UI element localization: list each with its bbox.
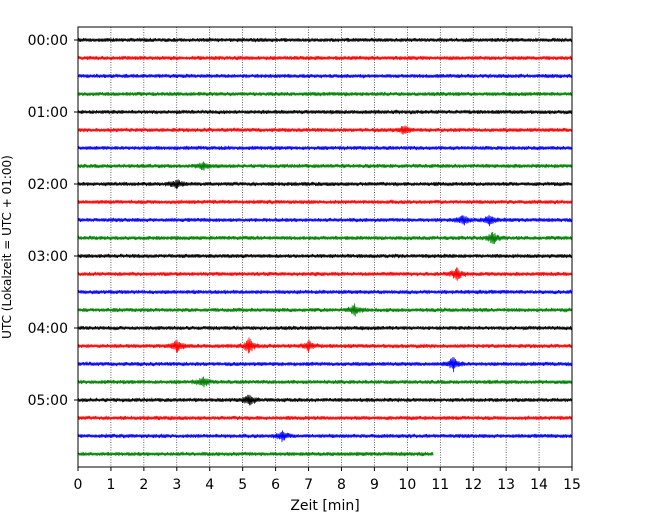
seismic-trace bbox=[77, 125, 573, 135]
x-tick-label: 12 bbox=[464, 477, 482, 493]
seismic-trace bbox=[77, 161, 573, 171]
seismic-trace bbox=[77, 325, 573, 331]
seismic-trace bbox=[77, 376, 573, 388]
y-tick-label: 04:00 bbox=[28, 321, 68, 337]
x-tick-label: 0 bbox=[74, 477, 83, 493]
seismic-trace bbox=[77, 145, 573, 151]
x-ticks: 0 1 2 3 4 5 6 7 8 9 10 11 12 13 14 15 bbox=[74, 467, 581, 493]
y-tick-label: 01:00 bbox=[28, 105, 68, 121]
y-tick-label: 02:00 bbox=[28, 177, 68, 193]
seismic-trace bbox=[77, 357, 573, 373]
seismic-trace bbox=[77, 37, 573, 43]
seismic-trace bbox=[77, 55, 573, 61]
x-tick-label: 11 bbox=[431, 477, 449, 493]
seismic-trace bbox=[77, 430, 573, 443]
x-tick-label: 6 bbox=[271, 477, 280, 493]
x-tick-label: 14 bbox=[530, 477, 548, 493]
seismic-trace bbox=[77, 289, 573, 295]
plot-frame bbox=[77, 26, 573, 468]
seismic-trace bbox=[77, 337, 573, 354]
seismic-trace bbox=[77, 179, 573, 189]
x-tick-label: 8 bbox=[337, 477, 346, 493]
grid bbox=[110, 27, 540, 467]
x-tick-label: 1 bbox=[106, 477, 115, 493]
seismic-trace bbox=[77, 91, 573, 97]
x-tick-label: 9 bbox=[370, 477, 379, 493]
y-tick-label: 00:00 bbox=[28, 33, 68, 49]
y-ticks: 00:00 01:00 02:00 03:00 04:00 05:00 bbox=[28, 33, 78, 409]
x-tick-label: 2 bbox=[139, 477, 148, 493]
seismic-trace bbox=[77, 231, 573, 245]
x-tick-label: 4 bbox=[205, 477, 214, 493]
y-tick-label: 03:00 bbox=[28, 249, 68, 265]
seismic-trace bbox=[77, 303, 573, 317]
seismic-trace bbox=[77, 199, 573, 205]
seismic-trace bbox=[77, 267, 573, 281]
x-axis-label: Zeit [min] bbox=[290, 498, 359, 514]
seismic-trace bbox=[77, 109, 573, 115]
x-tick-label: 13 bbox=[497, 477, 515, 493]
x-tick-label: 10 bbox=[398, 477, 416, 493]
traces bbox=[77, 37, 573, 457]
seismic-trace bbox=[77, 73, 573, 79]
seismic-trace bbox=[77, 394, 573, 406]
x-tick-label: 7 bbox=[304, 477, 313, 493]
x-tick-label: 3 bbox=[172, 477, 181, 493]
seismic-trace bbox=[77, 253, 573, 259]
seismic-trace bbox=[77, 451, 434, 457]
y-axis-label: UTC (Lokalzeit = UTC + 01:00) bbox=[0, 155, 14, 339]
y-tick-label: 05:00 bbox=[28, 393, 68, 409]
x-tick-label: 15 bbox=[563, 477, 581, 493]
seismic-trace bbox=[77, 415, 573, 421]
seismic-trace bbox=[77, 214, 573, 227]
x-tick-label: 5 bbox=[238, 477, 247, 493]
